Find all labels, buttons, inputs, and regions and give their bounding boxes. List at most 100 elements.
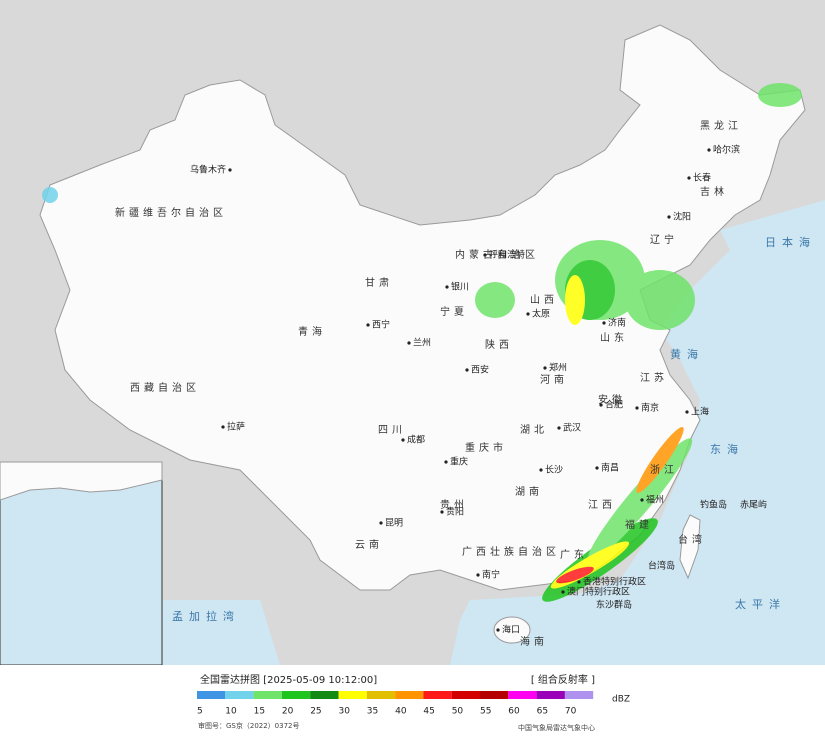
sea-south bbox=[450, 595, 640, 665]
city-label: 兰州 bbox=[413, 337, 431, 349]
province-label: 福建 bbox=[625, 518, 653, 531]
legend-swatch bbox=[423, 691, 452, 699]
city-dot bbox=[401, 438, 405, 442]
city-dot bbox=[496, 628, 500, 632]
city-dot bbox=[465, 368, 469, 372]
city-label: 海口 bbox=[502, 624, 520, 636]
city-dot bbox=[707, 148, 711, 152]
city-label: 香港特别行政区 bbox=[583, 576, 646, 588]
province-label: 海南 bbox=[520, 635, 548, 648]
city-dot bbox=[602, 321, 606, 325]
province-label: 宁夏 bbox=[440, 305, 468, 318]
city-dot bbox=[561, 590, 565, 594]
approval-number: 审图号：GS京（2022）0372号 bbox=[198, 721, 300, 730]
province-label: 四川 bbox=[378, 425, 406, 436]
sea bbox=[560, 200, 825, 665]
city-label: 澳门特别行政区 bbox=[567, 586, 630, 598]
sea-label: 黄海 bbox=[670, 347, 704, 361]
province-label: 山东 bbox=[600, 331, 628, 344]
city-label: 长春 bbox=[693, 172, 711, 184]
city-dot bbox=[595, 466, 599, 470]
province-label: 安徽 bbox=[598, 393, 626, 406]
city-dot bbox=[667, 215, 671, 219]
south-china-sea-inset bbox=[0, 461, 163, 666]
province-label: 黑龙江 bbox=[700, 119, 742, 132]
legend-swatch bbox=[197, 691, 226, 699]
legend-swatch bbox=[564, 691, 594, 699]
city-label: 哈尔滨 bbox=[713, 144, 740, 156]
legend-swatch bbox=[281, 691, 311, 699]
place-label: 赤尾屿 bbox=[740, 500, 767, 511]
inset-land bbox=[0, 461, 163, 501]
place-label: 东沙群岛 bbox=[596, 599, 632, 611]
product-name: [ 组合反射率 ] bbox=[531, 673, 595, 686]
city-label: 成都 bbox=[407, 434, 425, 446]
source: 中国气象局雷达气象中心 bbox=[518, 723, 595, 732]
province-label: 河南 bbox=[540, 373, 568, 386]
city-dot bbox=[407, 341, 411, 345]
province-label: 江苏 bbox=[640, 371, 668, 384]
legend-swatch bbox=[451, 691, 480, 699]
city-label: 重庆 bbox=[450, 456, 468, 468]
city-label: 沈阳 bbox=[673, 211, 691, 223]
province-label: 山西 bbox=[530, 294, 558, 306]
city-dot bbox=[444, 460, 448, 464]
hainan-land bbox=[493, 616, 531, 644]
province-label: 江西 bbox=[588, 499, 616, 511]
city-label: 福州 bbox=[646, 494, 664, 506]
legend-label: 65 bbox=[537, 707, 548, 717]
city-label: 西安 bbox=[471, 364, 489, 376]
city-label: 郑州 bbox=[549, 362, 567, 374]
city-dot bbox=[557, 426, 561, 430]
legend-label: 25 bbox=[310, 707, 321, 717]
city-dot bbox=[599, 403, 603, 407]
city-dot bbox=[440, 510, 444, 514]
city-dot bbox=[687, 176, 691, 180]
city-dot bbox=[483, 253, 487, 257]
city-dot bbox=[635, 406, 639, 410]
legend-label: 10 bbox=[225, 707, 237, 717]
radar-echoes bbox=[42, 83, 802, 602]
city-label: 济南 bbox=[608, 317, 626, 329]
province-label: 台湾 bbox=[678, 533, 706, 546]
province-label: 湖南 bbox=[515, 485, 543, 498]
legend-label: 60 bbox=[508, 707, 520, 717]
province-label: 湖北 bbox=[520, 424, 548, 436]
legend-swatch bbox=[253, 691, 282, 699]
city-dot bbox=[543, 366, 547, 370]
city-label: 合肥 bbox=[605, 399, 623, 411]
china-land bbox=[39, 24, 806, 591]
city-label: 武汉 bbox=[563, 422, 581, 434]
legend-label: 5 bbox=[197, 707, 203, 717]
province-label: 甘肃 bbox=[365, 276, 393, 289]
province-label: 吉林 bbox=[700, 185, 728, 198]
province-label: 辽宁 bbox=[650, 233, 678, 246]
province-label: 内蒙古自治区 bbox=[455, 248, 539, 261]
legend-swatch bbox=[366, 691, 396, 699]
legend-swatch bbox=[480, 691, 509, 699]
legend-label: 20 bbox=[282, 707, 294, 717]
legend-swatch bbox=[338, 691, 367, 699]
city-label: 贵阳 bbox=[446, 506, 464, 518]
city-label: 长沙 bbox=[545, 464, 563, 476]
legend-unit: dBZ bbox=[612, 695, 630, 705]
sea-label: 孟加拉湾 bbox=[172, 609, 240, 623]
city-dot bbox=[526, 312, 530, 316]
city-label: 呼和浩特 bbox=[489, 249, 525, 261]
city-dot bbox=[539, 468, 543, 472]
province-label: 贵州 bbox=[440, 498, 468, 511]
city-label: 西宁 bbox=[372, 319, 390, 331]
province-label: 广西壮族自治区 bbox=[462, 545, 560, 558]
province-label: 青海 bbox=[298, 325, 326, 338]
map-title: 全国雷达拼图 [2025-05-09 10:12:00] bbox=[200, 673, 377, 686]
legend-label: 70 bbox=[565, 707, 577, 717]
legend-label: 45 bbox=[423, 707, 434, 717]
legend-swatch bbox=[225, 691, 254, 699]
legend-label: 30 bbox=[339, 707, 351, 717]
city-label: 银川 bbox=[451, 281, 469, 293]
city-label: 太原 bbox=[532, 308, 550, 320]
legend-swatch bbox=[310, 691, 339, 699]
legend-label: 55 bbox=[480, 707, 491, 717]
sea-bay bbox=[140, 600, 280, 665]
